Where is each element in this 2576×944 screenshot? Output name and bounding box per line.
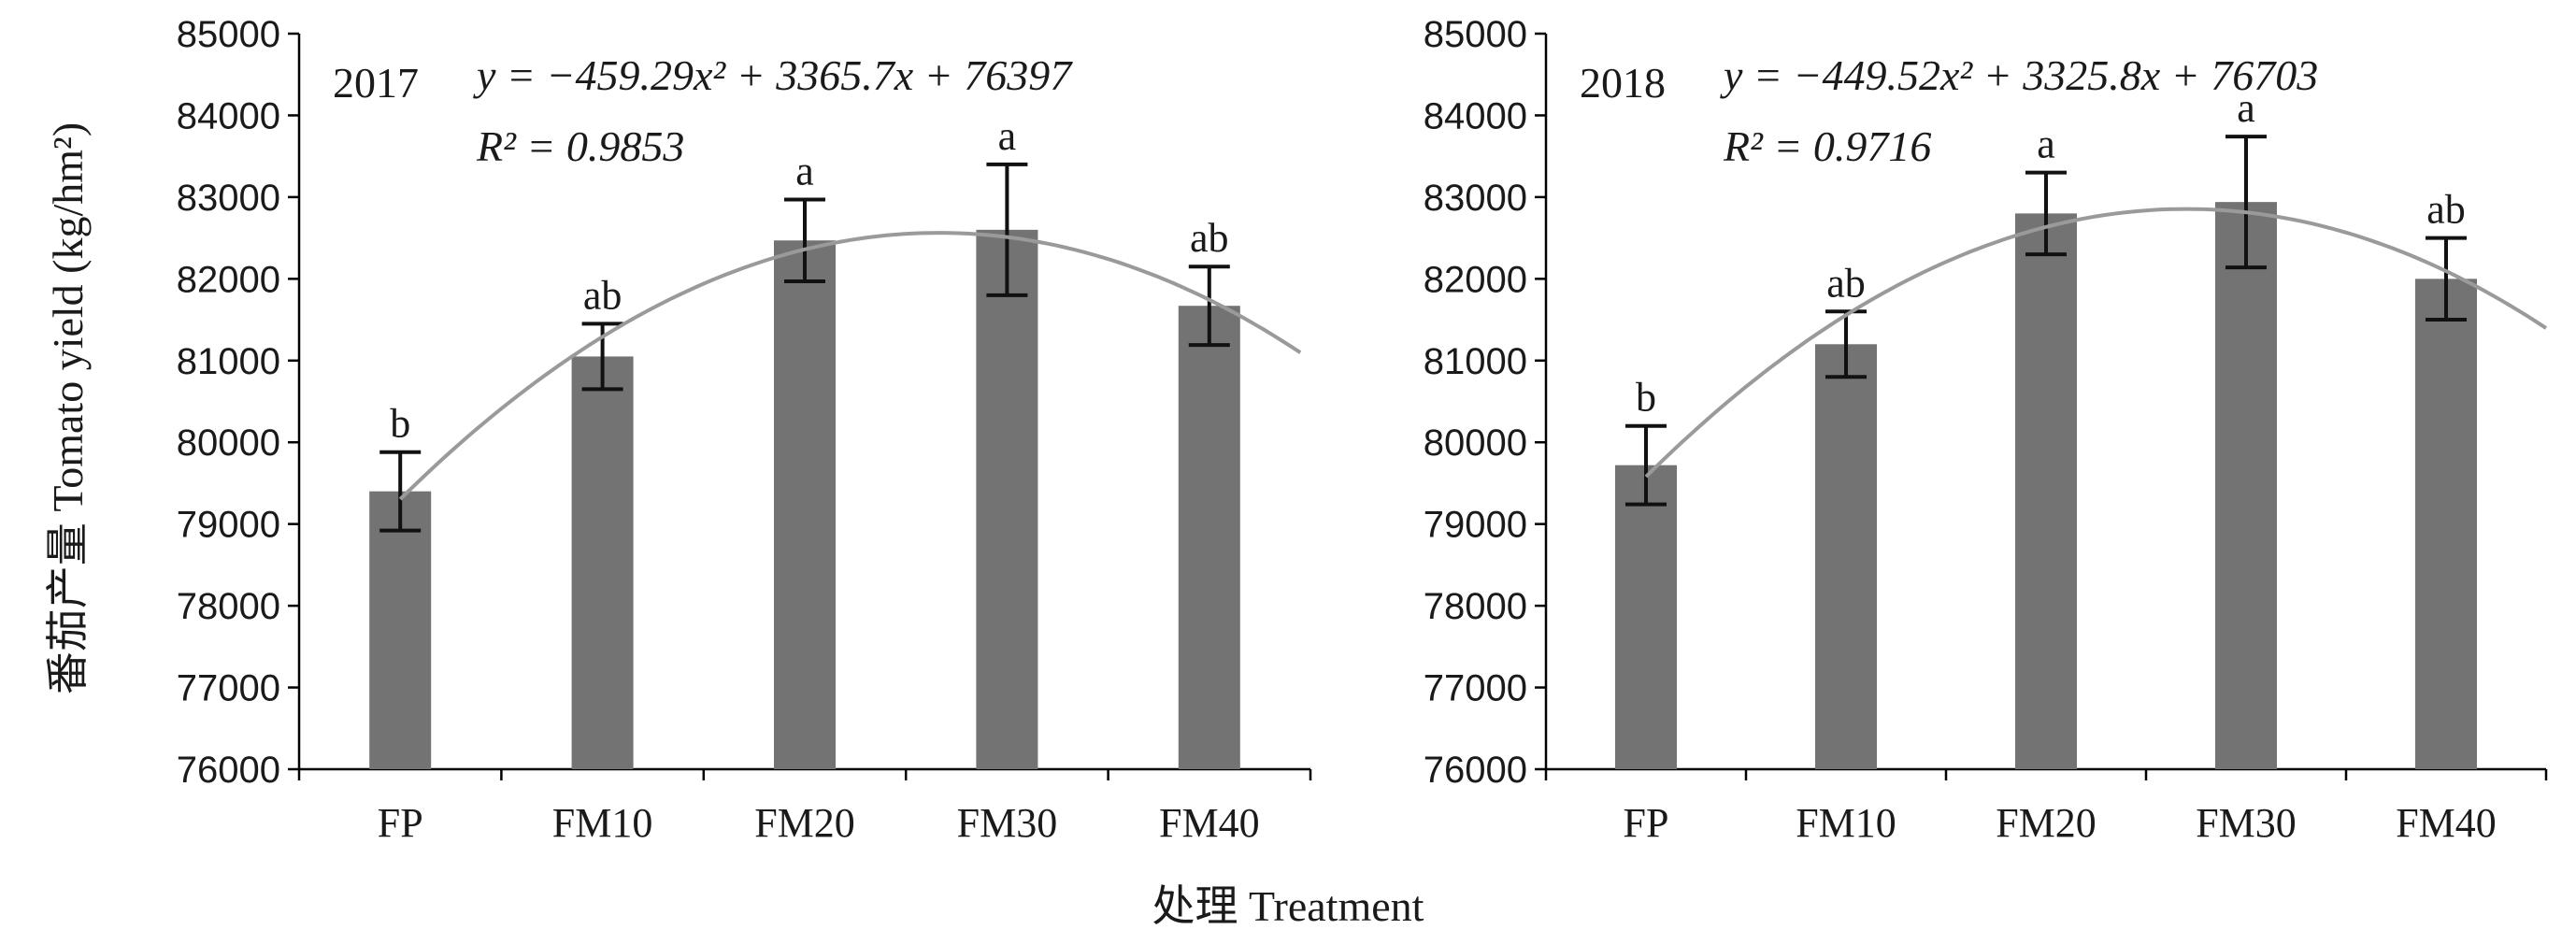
x-category-label: FM10 (1796, 800, 1896, 846)
trendline-curve (398, 231, 1302, 501)
significance-label: a (795, 149, 814, 194)
significance-label: a (2237, 85, 2255, 131)
year-label: 2017 (333, 59, 419, 107)
x-category-label: FM30 (2196, 800, 2297, 846)
y-tick-label: 79000 (1424, 505, 1527, 546)
y-tick-label: 78000 (177, 586, 280, 627)
regression-equation: y = −459.29x² + 3365.7x + 76397 (473, 51, 1073, 99)
significance-label: b (390, 401, 410, 447)
y-tick-label: 84000 (1424, 95, 1527, 136)
x-category-label: FP (1624, 800, 1669, 846)
y-tick-label: 85000 (177, 14, 280, 55)
y-tick-label: 83000 (1424, 178, 1527, 219)
significance-label: ab (583, 272, 623, 318)
x-category-label: FM30 (957, 800, 1058, 846)
y-tick-label: 76000 (177, 750, 280, 791)
bar-fm40 (2415, 279, 2477, 769)
y-tick-label: 79000 (177, 505, 280, 546)
year-label: 2018 (1580, 59, 1666, 107)
bar-fm30 (2215, 202, 2277, 769)
bar-fp (1615, 465, 1677, 769)
bar-fm10 (1815, 344, 1877, 769)
y-tick-label: 82000 (177, 259, 280, 300)
x-axis-title: 处理 Treatment (1152, 882, 1424, 930)
y-tick-label: 77000 (177, 668, 280, 709)
x-category-label: FM40 (1159, 800, 1260, 846)
y-axis-title: 番茄产量 Tomato yield (kg/hm²) (44, 122, 92, 694)
bar-fp (369, 491, 432, 769)
y-tick-label: 81000 (1424, 341, 1527, 382)
y-tick-label: 82000 (1424, 259, 1527, 300)
y-tick-label: 83000 (177, 178, 280, 219)
trendline-curve (1644, 207, 2548, 479)
y-tick-label: 80000 (1424, 422, 1527, 464)
y-tick-label: 76000 (1424, 750, 1527, 791)
significance-label: ab (2426, 187, 2466, 233)
chart-panel-2017: 76000 77000 78000 79000 80000 81000 82000 83000… (177, 14, 1312, 846)
significance-label: a (998, 113, 1017, 159)
y-tick-label: 80000 (177, 422, 280, 464)
r-squared-label: R² = 0.9853 (476, 122, 684, 170)
x-category-label: FM20 (1996, 800, 2097, 846)
x-category-label: FM20 (754, 800, 855, 846)
regression-equation: y = −449.52x² + 3325.8x + 76703 (1720, 51, 2318, 99)
y-tick-label: 81000 (177, 341, 280, 382)
x-category-label: FM10 (552, 800, 653, 846)
significance-label: a (2037, 122, 2055, 167)
y-tick-label: 77000 (1424, 668, 1527, 709)
bar-fm20 (2015, 213, 2077, 769)
significance-label: b (1636, 375, 1656, 421)
y-tick-label: 84000 (177, 95, 280, 136)
significance-label: ab (1190, 215, 1229, 261)
x-category-label: FP (378, 800, 423, 846)
r-squared-label: R² = 0.9716 (1723, 122, 1931, 170)
y-tick-label: 78000 (1424, 586, 1527, 627)
x-category-label: FM40 (2396, 800, 2497, 846)
bar-fm20 (774, 240, 836, 769)
y-tick-label: 85000 (1424, 14, 1527, 55)
bar-fm30 (976, 229, 1038, 769)
chart-panel-2018: 76000 77000 78000 79000 80000 81000 82000 83000… (1424, 14, 2548, 846)
significance-label: ab (1826, 260, 1866, 306)
bar-fm10 (571, 356, 634, 769)
bar-fm40 (1178, 306, 1240, 769)
